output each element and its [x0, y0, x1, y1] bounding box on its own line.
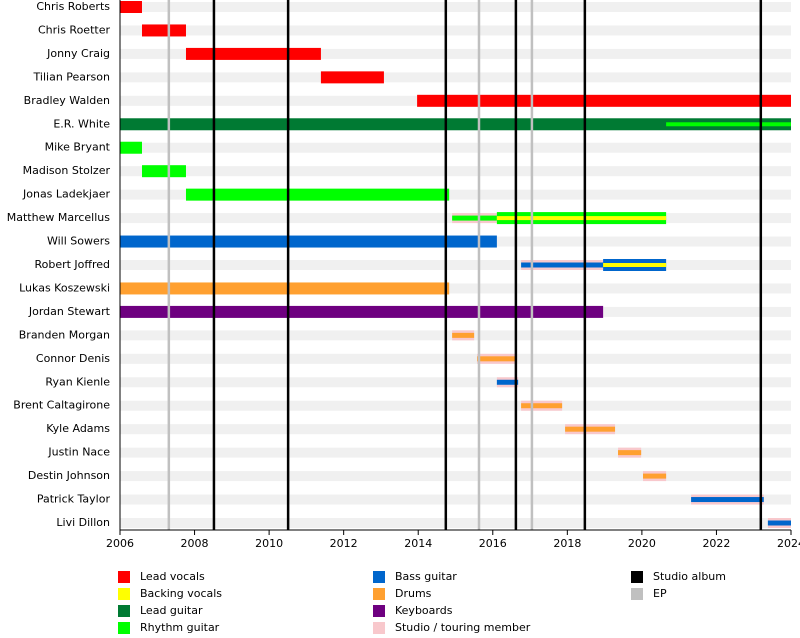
span-bar: [417, 94, 791, 107]
span-bar: [477, 356, 518, 362]
legend-label: Bass guitar: [395, 570, 457, 583]
row-band: [120, 166, 791, 177]
x-tick-label: 2006: [106, 537, 134, 550]
span-bar: [120, 235, 497, 248]
legend-label: EP: [653, 587, 667, 600]
row-band: [120, 494, 791, 505]
legend-swatch: [373, 588, 385, 600]
row-band: [120, 424, 791, 435]
row-band: [120, 471, 791, 482]
x-tick-label: 2010: [255, 537, 283, 550]
span-bar: [120, 141, 142, 154]
row-band: [120, 377, 791, 388]
row-label: Tilian Pearson: [33, 70, 110, 83]
x-tick-label: 2016: [479, 537, 507, 550]
legend-label: Keyboards: [395, 604, 453, 617]
row-label: Lukas Koszewski: [19, 281, 110, 294]
row-label: Chris Roberts: [36, 0, 110, 13]
row-band: [120, 353, 791, 364]
legend-swatch: [373, 571, 385, 583]
row-label: Jonny Craig: [46, 47, 110, 60]
legend-swatch: [631, 571, 643, 583]
row-band: [120, 260, 791, 270]
span-bar: [691, 497, 764, 503]
row-band: [120, 72, 791, 83]
span-bar: [320, 71, 384, 84]
span-bar: [141, 165, 186, 178]
span-bar: [565, 426, 616, 432]
row-band: [120, 48, 791, 59]
legend-swatch: [118, 588, 130, 600]
row-label: Jordan Stewart: [28, 305, 111, 318]
row-label: Kyle Adams: [46, 422, 110, 435]
x-tick-label: 2018: [553, 537, 581, 550]
legend-label: Lead guitar: [140, 604, 203, 617]
row-label: Matthew Marcellus: [7, 211, 111, 224]
span-stripe: [666, 122, 791, 127]
row-label: Ryan Kienle: [45, 375, 110, 388]
legend-label: Backing vocals: [140, 587, 222, 600]
row-band: [120, 25, 791, 36]
row-band: [120, 189, 791, 200]
row-label: Madison Stolzer: [23, 164, 111, 177]
row-label: Justin Nace: [47, 446, 110, 459]
span-bar: [521, 262, 604, 268]
legend-swatch: [118, 571, 130, 583]
row-label: Jonas Ladekjaer: [22, 188, 110, 201]
span-bar: [120, 305, 604, 318]
x-tick-label: 2024: [777, 537, 800, 550]
row-band: [120, 142, 791, 153]
legend-label: Rhythm guitar: [140, 621, 220, 634]
row-band: [120, 518, 791, 528]
legend-label: Studio album: [653, 570, 726, 583]
span-bar: [185, 188, 450, 201]
row-label: Bradley Walden: [24, 94, 110, 107]
legend-swatch: [118, 622, 130, 634]
legend-label: Lead vocals: [140, 570, 205, 583]
x-tick-label: 2020: [628, 537, 656, 550]
row-band: [120, 2, 791, 12]
row-label: Livi Dillon: [56, 516, 110, 529]
row-label: Chris Roetter: [38, 23, 110, 36]
span-bar: [643, 473, 667, 479]
row-label: Patrick Taylor: [37, 493, 111, 506]
span-bar: [141, 24, 186, 37]
x-tick-label: 2012: [330, 537, 358, 550]
span-bar: [452, 332, 475, 338]
row-label: Destin Johnson: [28, 469, 110, 482]
row-label: Brent Caltagirone: [13, 399, 110, 412]
row-label: Branden Morgan: [19, 328, 110, 341]
row-label: E.R. White: [53, 117, 110, 130]
legend-label: Drums: [395, 587, 432, 600]
legend-swatch: [631, 588, 643, 600]
legend-label: Studio / touring member: [395, 621, 531, 634]
span-bar: [496, 379, 519, 385]
span-bar: [120, 282, 450, 295]
span-bar: [452, 215, 497, 221]
row-label: Robert Joffred: [34, 258, 110, 271]
span-bar: [521, 403, 563, 409]
x-tick-label: 2022: [702, 537, 730, 550]
row-label: Will Sowers: [47, 235, 110, 248]
x-tick-label: 2008: [181, 537, 209, 550]
row-band: [120, 400, 791, 411]
span-bar: [120, 1, 142, 13]
x-tick-label: 2014: [404, 537, 432, 550]
span-bar: [767, 520, 791, 526]
legend-swatch: [373, 622, 385, 634]
span-bar: [185, 47, 321, 60]
row-label: Connor Denis: [36, 352, 110, 365]
legend-swatch: [118, 605, 130, 617]
span-stripe: [603, 263, 667, 267]
span-stripe: [496, 216, 667, 221]
legend-swatch: [373, 605, 385, 617]
row-band: [120, 447, 791, 458]
row-label: Mike Bryant: [45, 141, 111, 154]
span-bar: [618, 450, 642, 456]
row-band: [120, 283, 791, 294]
